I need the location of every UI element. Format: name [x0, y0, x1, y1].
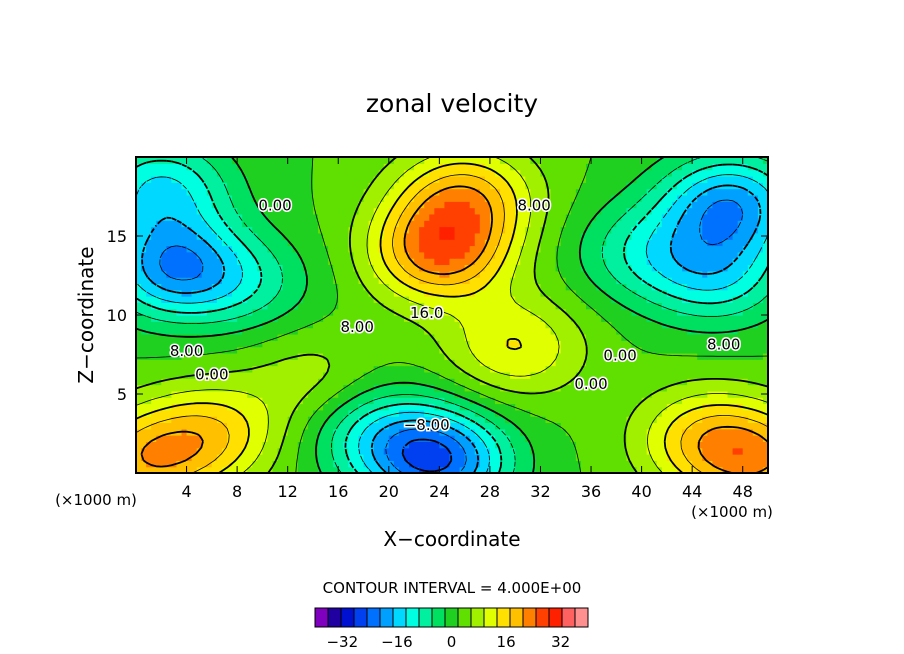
contour-line [136, 157, 768, 473]
x-tick-label: 4 [181, 482, 191, 501]
y-tick-label: 10 [107, 306, 127, 325]
contour-line [136, 157, 768, 473]
x-tick-label: 44 [682, 482, 702, 501]
colorbar-swatch [535, 607, 550, 628]
x-tick-label: 40 [631, 482, 651, 501]
colorbar-swatch [366, 607, 381, 628]
x-tick-label: 36 [581, 482, 601, 501]
chart-title: zonal velocity [366, 89, 538, 118]
contour-labels: 0.00 0.00 0.00 0.00 8.00 8.00 8.00 8.00 16.0 −8.0… [168, 195, 742, 436]
x-axis-ticks: 4 8 12 16 20 24 28 32 36 40 44 48 [181, 157, 753, 501]
colorbar-swatch [548, 607, 563, 628]
x-unit-label-right: (×1000 m) [691, 503, 773, 521]
contour-line [159, 199, 744, 473]
contour-label: 0.00 [574, 375, 607, 393]
x-tick-label: 28 [480, 482, 500, 501]
colorbar-tick-label: −16 [381, 633, 413, 651]
x-tick-label: 48 [733, 482, 753, 501]
contour-interval-label: CONTOUR INTERVAL = 4.000E+00 [323, 579, 582, 597]
y-axis-ticks: 5 10 15 [107, 227, 768, 404]
colorbar-swatch [470, 607, 485, 628]
x-tick-label: 12 [278, 482, 298, 501]
contour-label: 16.0 [410, 304, 443, 322]
colorbar-tick-label: 0 [447, 633, 457, 651]
x-unit-label-left: (×1000 m) [55, 491, 137, 509]
contour-line [136, 159, 768, 473]
contour-label: 8.00 [517, 196, 550, 214]
colorbar-swatch [418, 607, 433, 628]
contour-label: 0.00 [603, 347, 636, 365]
colorbar [314, 607, 589, 628]
colorbar-swatch [353, 607, 368, 628]
colorbar-tick-labels: −32 −16 0 16 32 [326, 633, 570, 651]
contour-field [136, 157, 768, 473]
x-tick-label: 20 [379, 482, 399, 501]
colorbar-tick-label: −32 [326, 633, 358, 651]
y-axis-label: Z−coordinate [74, 246, 98, 383]
colorbar-swatch [496, 607, 511, 628]
contour-line [141, 184, 762, 473]
colorbar-tick-label: 16 [497, 633, 516, 651]
contour-label: 8.00 [340, 318, 373, 336]
x-tick-label: 32 [530, 482, 550, 501]
contour-label: 8.00 [170, 342, 203, 360]
colorbar-swatch [483, 607, 498, 628]
colorbar-swatch [379, 607, 394, 628]
y-tick-label: 5 [117, 385, 127, 404]
colorbar-swatch [405, 607, 420, 628]
contour-line [140, 185, 768, 473]
contour-lines [136, 157, 768, 473]
colorbar-swatch [444, 607, 459, 628]
contour-label: 8.00 [707, 335, 740, 353]
x-tick-label: 8 [232, 482, 242, 501]
colorbar-swatch [561, 607, 576, 628]
colorbar-swatch [327, 607, 342, 628]
x-tick-label: 16 [328, 482, 348, 501]
colorbar-swatch [509, 607, 524, 628]
colorbar-swatch [314, 607, 329, 628]
colorbar-swatch [574, 607, 589, 628]
contour-label: 0.00 [195, 365, 228, 383]
colorbar-swatch [340, 607, 355, 628]
contour-line [136, 157, 768, 473]
contour-line [136, 157, 768, 473]
contour-label: −8.00 [404, 416, 450, 434]
contour-line [401, 438, 453, 473]
contour-line [136, 157, 768, 473]
colorbar-tick-label: 32 [551, 633, 570, 651]
colorbar-swatch [457, 607, 472, 628]
x-axis-label: X−coordinate [383, 527, 520, 551]
y-tick-label: 15 [107, 227, 127, 246]
colorbar-swatch [431, 607, 446, 628]
contour-label: 0.00 [258, 196, 291, 214]
x-tick-label: 24 [429, 482, 449, 501]
colorbar-swatch [522, 607, 537, 628]
colorbar-swatch [392, 607, 407, 628]
